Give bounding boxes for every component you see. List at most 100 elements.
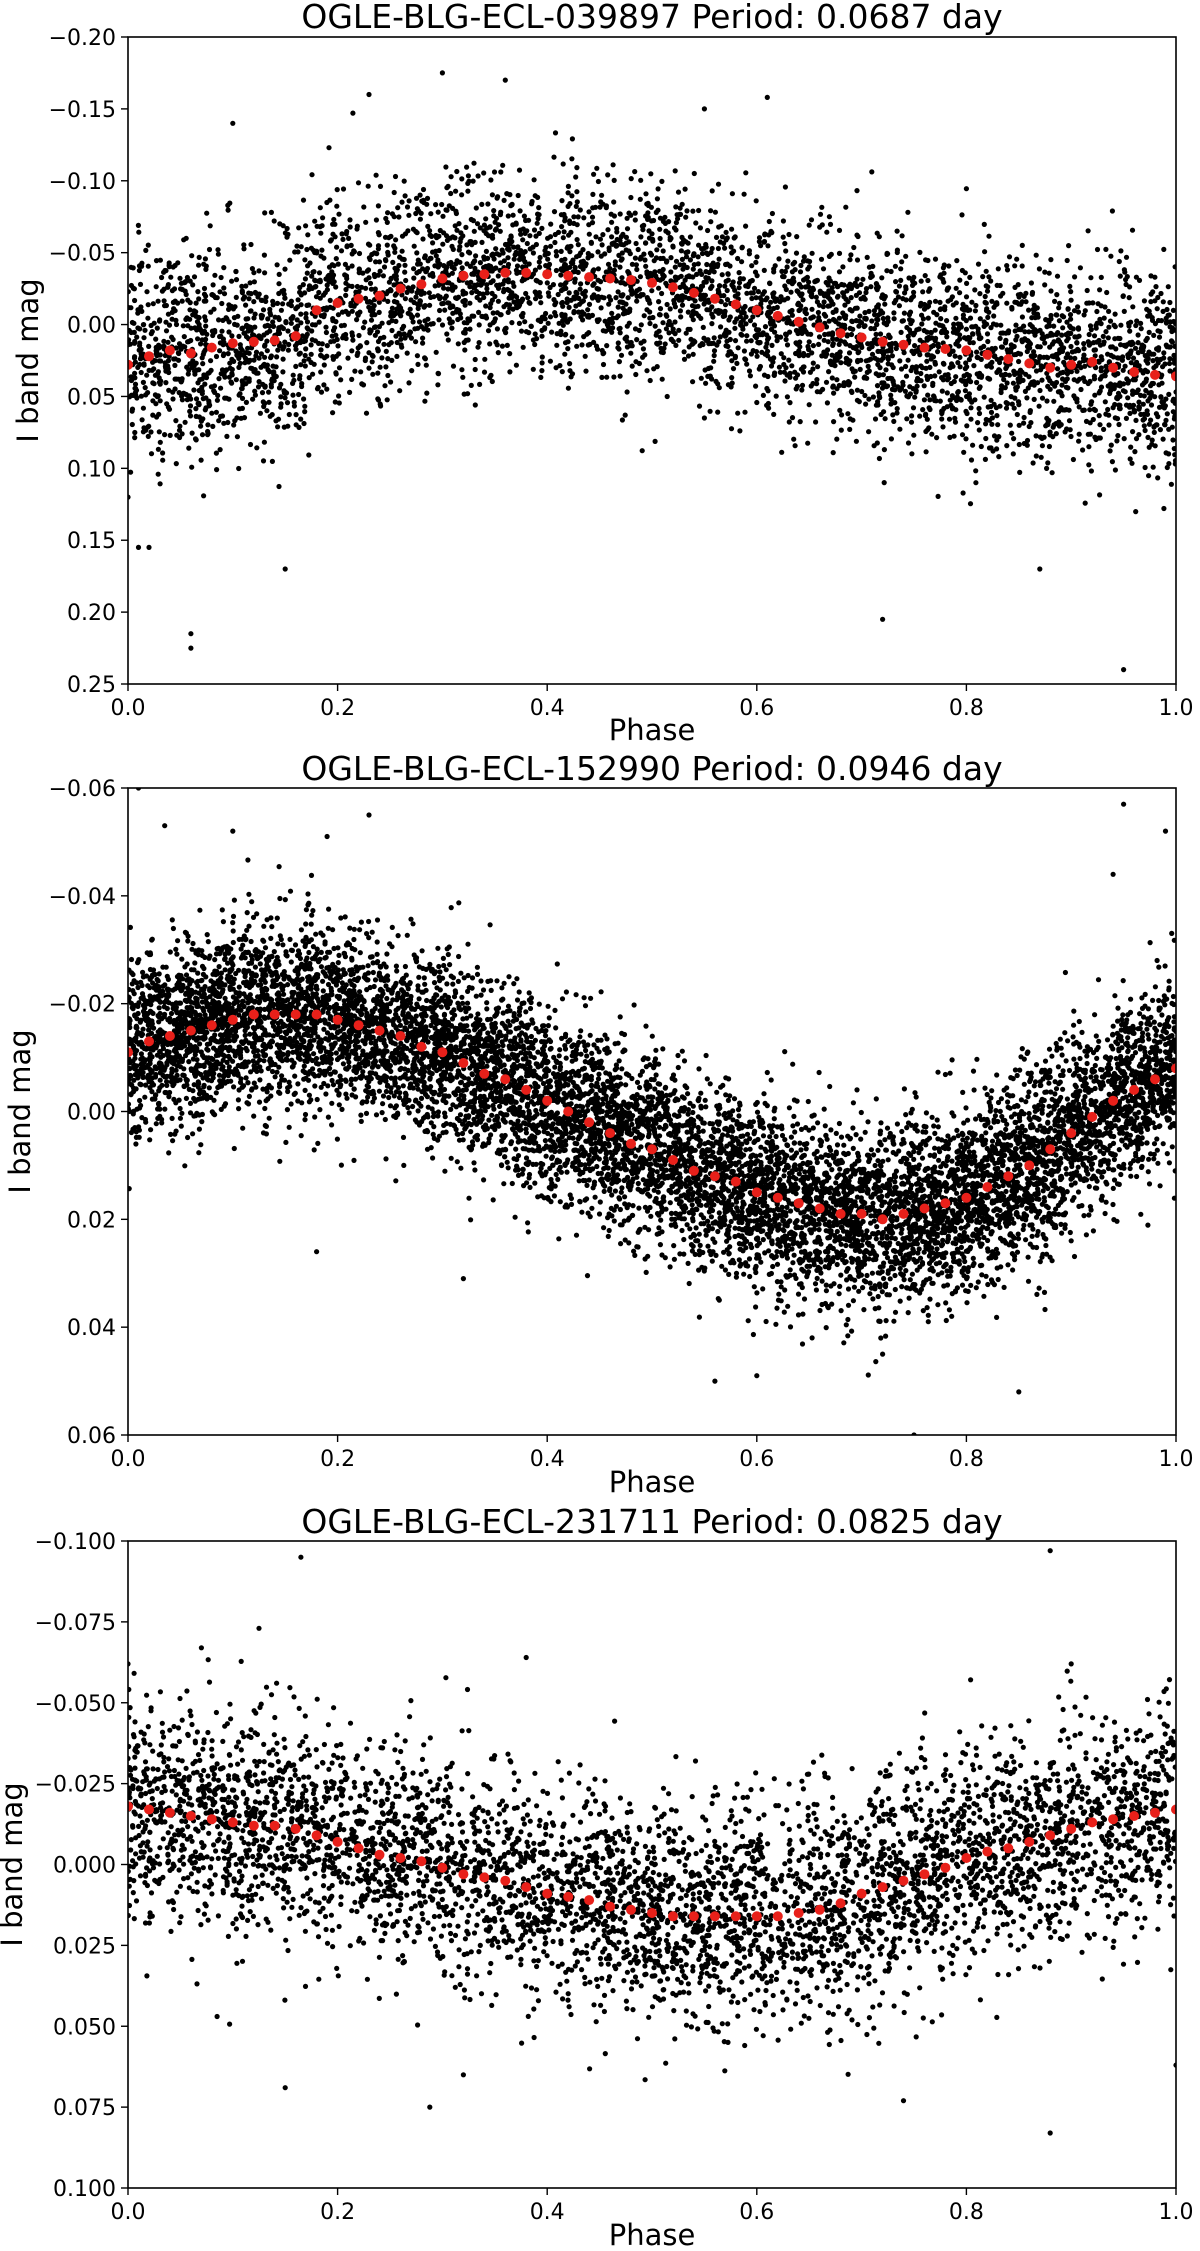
data-point (852, 280, 858, 286)
data-point (697, 268, 703, 274)
data-point (354, 283, 360, 290)
data-point (856, 323, 862, 329)
data-point (981, 343, 987, 349)
data-point (520, 264, 526, 270)
data-point (624, 334, 630, 340)
data-point (260, 362, 266, 369)
data-point (836, 269, 843, 275)
data-point (672, 319, 678, 325)
data-point (321, 382, 327, 388)
data-point (1015, 282, 1021, 288)
data-point (609, 329, 615, 335)
data-point (136, 263, 143, 269)
data-point (715, 181, 722, 187)
data-point (273, 418, 279, 424)
data-point (1072, 274, 1078, 280)
data-point (1051, 398, 1057, 404)
data-point (187, 408, 193, 414)
data-point (162, 303, 168, 309)
data-point (314, 248, 320, 254)
data-point (190, 282, 196, 288)
data-point (507, 241, 513, 247)
data-point (395, 205, 401, 211)
data-point (262, 210, 268, 216)
data-point (898, 366, 905, 372)
data-point (247, 308, 253, 314)
data-point (373, 172, 379, 178)
data-point (741, 191, 747, 197)
data-point (947, 351, 953, 357)
data-point (543, 244, 549, 250)
data-point (941, 405, 947, 412)
data-point (145, 242, 151, 248)
data-point (258, 297, 264, 303)
data-point (1016, 402, 1022, 408)
data-point (639, 448, 645, 454)
data-point (660, 255, 666, 261)
data-point (345, 265, 351, 271)
data-point (690, 266, 696, 272)
data-point (479, 281, 485, 287)
data-point (573, 174, 579, 180)
data-point (1086, 342, 1092, 348)
data-point (586, 231, 592, 237)
data-point (397, 311, 403, 317)
data-point (531, 177, 537, 183)
data-point (878, 357, 884, 363)
data-point (1044, 465, 1050, 471)
data-point (243, 323, 249, 329)
data-point (809, 1135, 816, 1141)
data-point (377, 364, 383, 370)
data-point (589, 214, 596, 220)
data-point (947, 434, 953, 440)
data-point (355, 180, 362, 186)
data-point (1141, 411, 1147, 417)
data-point (209, 292, 215, 298)
data-point (581, 215, 587, 221)
data-point (1002, 371, 1009, 378)
data-point (297, 284, 303, 291)
data-point (829, 332, 836, 338)
data-point (1168, 481, 1174, 487)
data-point (284, 400, 291, 406)
data-point (1130, 377, 1136, 383)
data-point (530, 250, 537, 256)
data-point (796, 353, 802, 359)
data-point (594, 165, 600, 171)
data-point (275, 347, 281, 353)
data-point (534, 220, 540, 226)
data-point (722, 283, 728, 289)
data-point (317, 205, 323, 211)
data-point (836, 315, 843, 321)
data-point (136, 229, 142, 235)
data-point (863, 286, 870, 292)
data-point (189, 253, 195, 259)
data-point (336, 365, 343, 371)
data-point (632, 326, 639, 332)
data-point (1152, 394, 1158, 400)
data-point (861, 375, 867, 381)
data-point (1138, 326, 1144, 332)
data-point (523, 290, 529, 297)
data-point (917, 337, 923, 343)
data-point (962, 388, 969, 394)
panel-1-raw-points (128, 70, 1176, 673)
data-point (1004, 380, 1010, 386)
data-point (572, 296, 578, 302)
data-point (187, 307, 193, 313)
data-point (678, 273, 684, 279)
data-point (201, 291, 208, 297)
data-point (1165, 284, 1171, 290)
data-point (986, 274, 992, 280)
data-point (919, 312, 925, 318)
data-point (292, 249, 298, 255)
data-point (871, 326, 878, 332)
data-point (527, 246, 533, 252)
data-point (711, 358, 717, 364)
data-point (299, 333, 306, 339)
data-point (823, 313, 829, 319)
data-point (886, 341, 892, 348)
data-point (841, 294, 847, 300)
data-point (170, 396, 176, 402)
data-point (1042, 282, 1048, 288)
